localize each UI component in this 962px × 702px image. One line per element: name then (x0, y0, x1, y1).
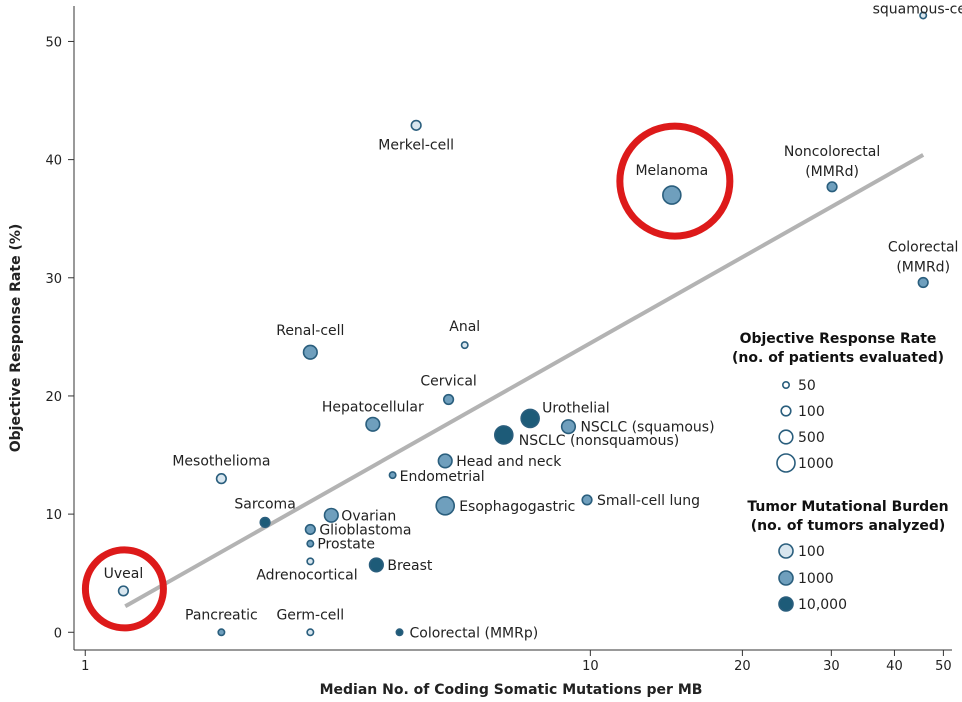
data-label: Cutaneoussquamous-cell (873, 0, 962, 17)
x-tick-label: 20 (734, 659, 751, 674)
legend-color-swatch (778, 543, 794, 559)
data-label: Adrenocortical (256, 567, 357, 583)
x-tick-label: 40 (886, 659, 903, 674)
legend-color-swatch (778, 596, 794, 612)
data-label: Anal (449, 319, 480, 335)
data-label: Colorectal (MMRp) (410, 625, 539, 641)
data-label: Esophagogastric (459, 499, 575, 515)
y-tick-label: 30 (45, 272, 62, 287)
data-point (306, 628, 315, 637)
y-tick-label: 50 (45, 35, 62, 50)
legend-title: (no. of tumors analyzed) (751, 518, 946, 534)
data-point (919, 11, 928, 20)
data-point (304, 523, 316, 536)
data-label: Small-cell lung (597, 493, 700, 509)
data-label: Urothelial (542, 400, 609, 416)
data-point (826, 181, 838, 193)
data-points (117, 11, 929, 637)
data-point (917, 276, 929, 289)
data-label: Germ-cell (276, 607, 344, 623)
data-label: Head and neck (456, 454, 562, 470)
y-tick-label: 40 (45, 154, 62, 169)
y-tick-label: 0 (54, 626, 62, 641)
legend-color-swatch (778, 570, 794, 586)
legend-size-swatch (781, 380, 790, 389)
y-tick-label: 10 (45, 508, 62, 523)
data-point (520, 408, 540, 429)
legend-title: (no. of patients evaluated) (732, 350, 944, 366)
x-tick-label: 1 (81, 659, 89, 674)
legend-title: Tumor Mutational Burden (747, 499, 948, 515)
data-point (217, 628, 226, 637)
data-label: Endometrial (400, 469, 485, 485)
legend-size-label: 500 (798, 430, 825, 446)
data-point (259, 516, 271, 528)
legend-color-label: 100 (798, 544, 825, 560)
legend-size-swatch (778, 429, 794, 445)
data-label: Uveal (104, 566, 144, 582)
trend-line (124, 153, 925, 609)
highlight-circles (81, 122, 734, 632)
data-point (323, 507, 339, 523)
legend-title: Objective Response Rate (740, 331, 937, 347)
y-axis-title: Objective Response Rate (%) (8, 224, 24, 453)
data-point (442, 393, 455, 406)
legend-size-label: 1000 (798, 456, 834, 472)
data-label: Breast (387, 558, 433, 574)
data-point (388, 471, 397, 480)
data-label: Ovarian (341, 508, 396, 524)
data-point (437, 453, 453, 469)
data-label: Hepatocellular (322, 399, 424, 415)
data-label: Noncolorectal (MMRd) (784, 144, 880, 180)
data-point (306, 557, 315, 566)
legend-size-label: 100 (798, 404, 825, 420)
data-label: Cervical (420, 373, 477, 389)
data-point (365, 416, 381, 432)
highlight-circle (616, 122, 734, 240)
data-point (560, 419, 577, 435)
data-point (215, 473, 227, 485)
data-label: Prostate (317, 537, 375, 553)
data-point (460, 341, 469, 350)
x-axis-title: Median No. of Coding Somatic Mutations p… (320, 682, 703, 698)
axes: 0 10 20 30 40 50 1 10 20 30 40 50 (45, 6, 952, 674)
data-point (117, 585, 130, 597)
data-point (410, 119, 422, 131)
data-point (581, 494, 593, 506)
data-point (395, 628, 404, 637)
data-point (368, 557, 384, 573)
legend-color-label: 1000 (798, 571, 834, 587)
legend: Objective Response Rate (no. of patients … (732, 331, 949, 613)
legend-size-swatch (780, 405, 792, 417)
data-label: NSCLC (squamous) (580, 420, 714, 436)
highlight-circle (81, 546, 167, 632)
data-point (435, 496, 456, 516)
x-tick-label: 30 (823, 659, 840, 674)
y-tick-label: 20 (45, 390, 62, 405)
data-label: Glioblastoma (319, 522, 411, 538)
x-tick-label: 50 (935, 659, 952, 674)
data-label: Melanoma (635, 163, 708, 179)
data-label: NSCLC (nonsquamous) (519, 433, 679, 449)
point-labels: Cutaneoussquamous-cell Merkel-cell Melanom… (104, 0, 962, 641)
legend-size-swatch (776, 453, 796, 473)
data-label: Merkel-cell (378, 137, 454, 153)
data-point (662, 185, 682, 205)
data-label: Renal-cell (276, 323, 344, 339)
data-label: Mesothelioma (172, 454, 270, 470)
data-point (306, 539, 315, 548)
data-label: Sarcoma (234, 496, 295, 512)
legend-size-label: 50 (798, 378, 816, 394)
legend-color-label: 10,000 (798, 597, 847, 613)
data-label: Pancreatic (185, 607, 258, 623)
data-point (302, 344, 318, 360)
data-label: Colorectal (MMRd) (888, 240, 959, 276)
data-point (494, 425, 514, 445)
trend-layer (124, 153, 925, 609)
x-tick-label: 10 (582, 659, 599, 674)
